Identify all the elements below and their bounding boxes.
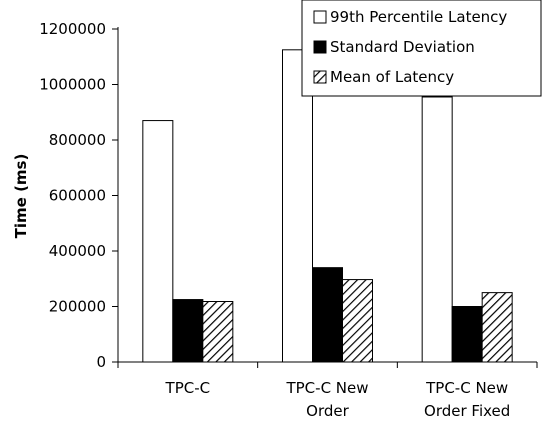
legend: 99th Percentile Latency Standard Deviatio… [301, 0, 542, 97]
axes: 0 200000 400000 600000 800000 1000000 1200000 T… [39, 20, 538, 420]
y-tick-label: 600000 [49, 187, 106, 205]
bar-mean-of-latency [202, 301, 234, 363]
legend-label: 99th Percentile Latency [330, 8, 507, 26]
bar-mean-of-latency [481, 292, 513, 363]
y-tick-label: 0 [96, 353, 106, 371]
y-tick-label: 400000 [49, 242, 106, 260]
legend-label: Mean of Latency [330, 68, 454, 86]
x-category-label: TPC-C New Order [285, 379, 368, 420]
y-tick-label: 1000000 [39, 76, 106, 94]
y-tick-label: 1200000 [39, 20, 106, 38]
legend-swatch [313, 10, 327, 24]
bars [142, 49, 513, 363]
legend-swatch [313, 40, 327, 54]
x-category-label: TPC-C [165, 379, 211, 397]
y-tick-label: 800000 [49, 131, 106, 149]
bar-standard-deviation [172, 299, 204, 363]
y-axis-title: Time (ms) [12, 154, 30, 239]
bar-99th-percentile-latency [142, 120, 174, 363]
bar-99th-percentile-latency [282, 49, 313, 363]
legend-swatch [313, 70, 327, 84]
bar-99th-percentile-latency [421, 96, 453, 363]
bar-standard-deviation [451, 306, 483, 363]
bar-standard-deviation [312, 267, 343, 363]
legend-box [301, 0, 542, 97]
x-category-label: TPC-C New Order Fixed [424, 379, 510, 420]
legend-label: Standard Deviation [330, 38, 475, 56]
y-tick-label: 200000 [49, 298, 106, 316]
bar-mean-of-latency [342, 279, 373, 363]
